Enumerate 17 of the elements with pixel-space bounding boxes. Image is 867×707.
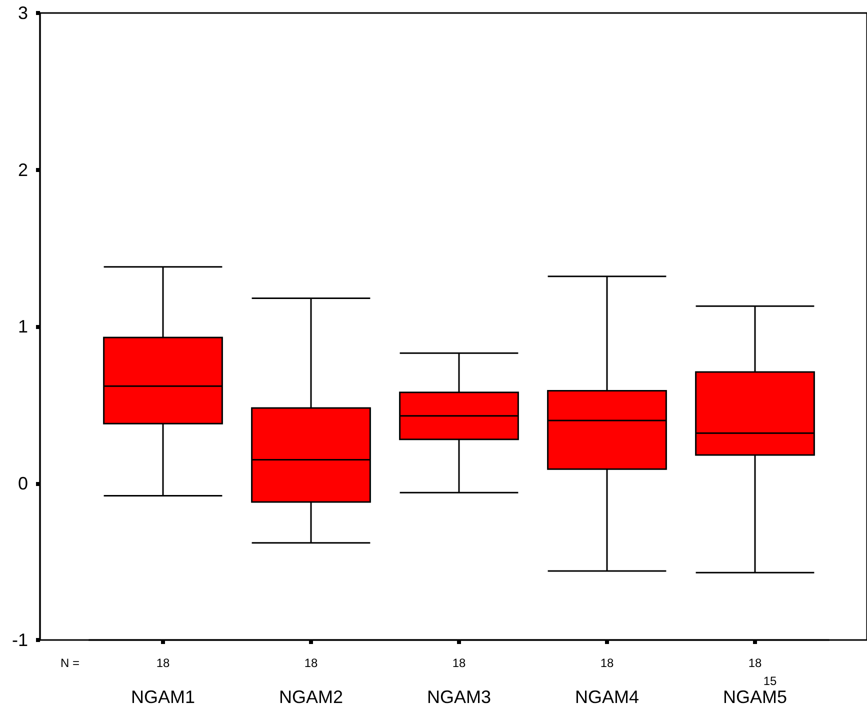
y-tick-label: 2 [18,160,28,180]
text: 18 [452,656,466,670]
y-tick-label: 1 [18,316,28,336]
x-tick-label: NGAM1 [130,687,196,707]
x-tick-label: NGAM5 [722,687,788,707]
y-tick-label: -1 [12,630,28,650]
x-tick-label: NGAM4 [574,687,640,707]
text: 18 [600,656,614,670]
text: 18 [156,656,170,670]
text: 18 [304,656,318,670]
text: 18 [748,656,762,670]
text: N = [60,656,80,670]
y-tick-label: 0 [18,473,28,494]
y-tick-label: 3 [18,3,28,23]
text: 15 [763,674,777,688]
x-tick-label: NGAM2 [278,687,344,707]
x-tick-label: NGAM3 [426,687,492,707]
